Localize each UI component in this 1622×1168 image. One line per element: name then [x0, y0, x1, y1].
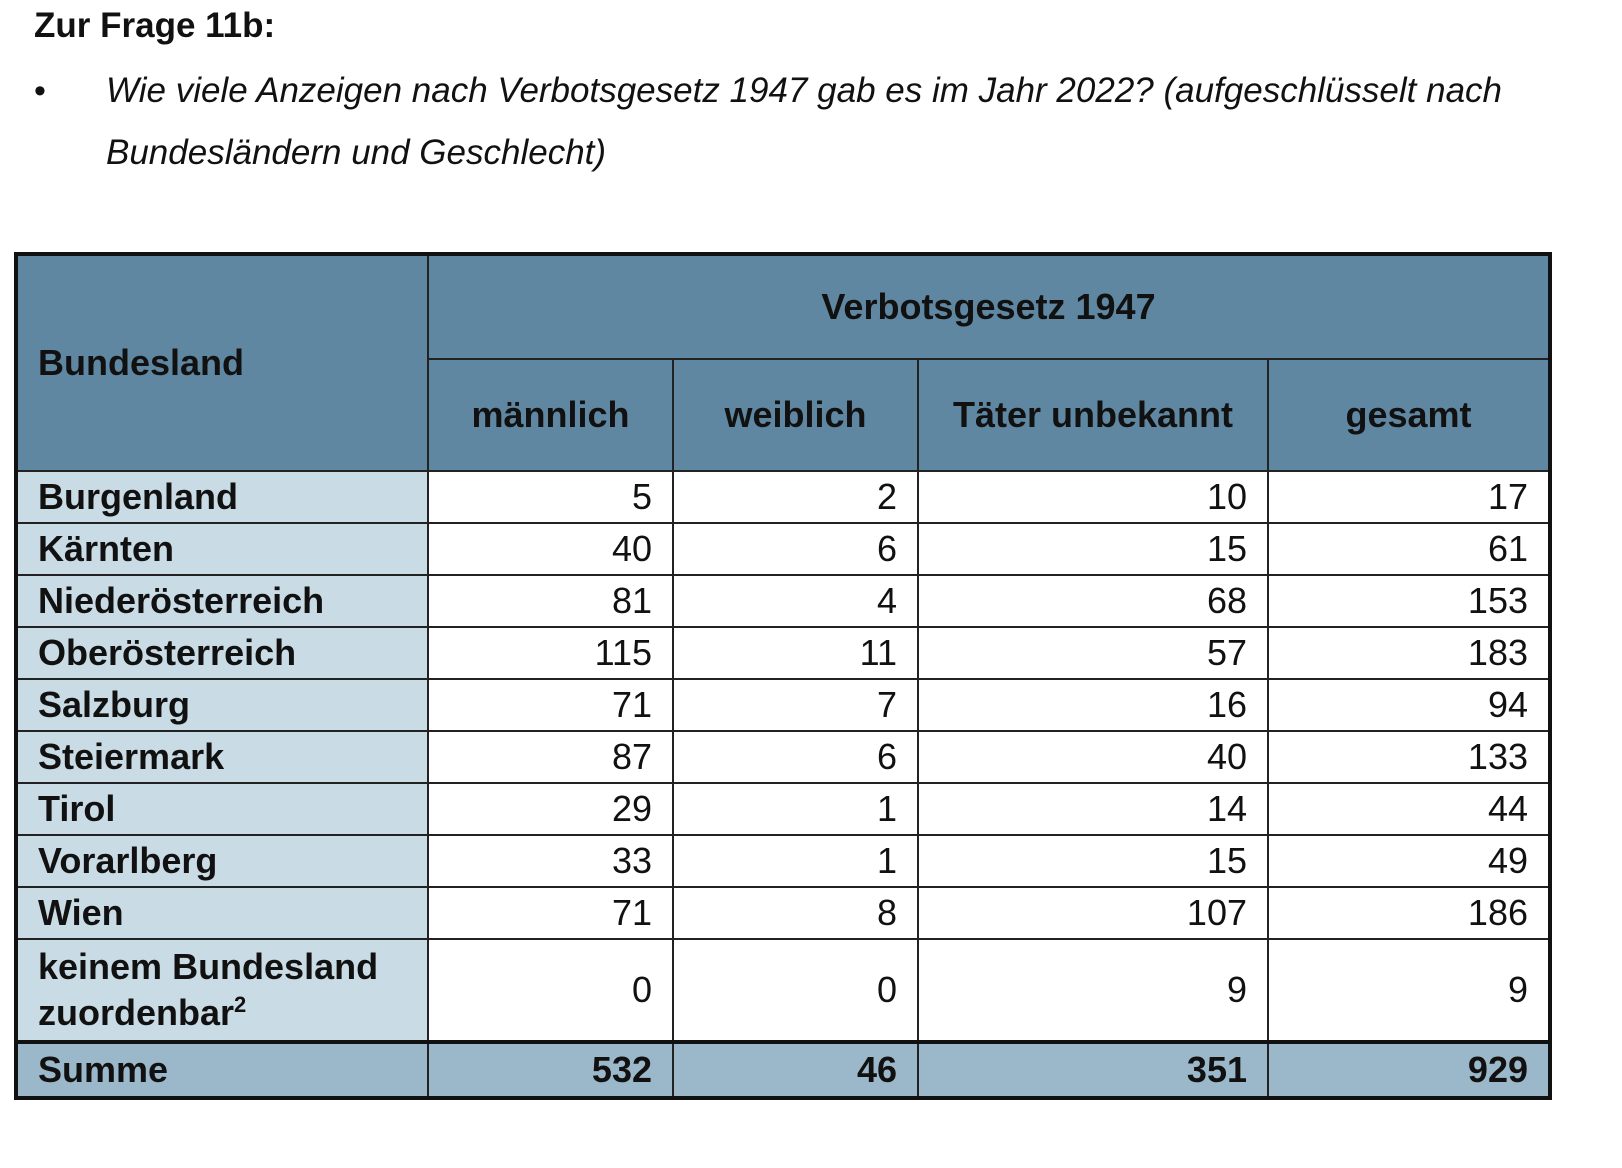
value-weiblich: 7: [672, 678, 919, 732]
sum-label: Summe: [15, 1040, 429, 1099]
value-maennlich: 33: [427, 834, 674, 888]
value-weiblich: 1: [672, 782, 919, 836]
state-cell: Vorarlberg: [15, 834, 429, 888]
state-cell: Kärnten: [15, 522, 429, 576]
value-gesamt: 153: [1267, 574, 1551, 628]
value-maennlich: 40: [427, 522, 674, 576]
value-taeter-unbekannt: 107: [917, 886, 1269, 940]
sum-weiblich: 46: [672, 1040, 919, 1099]
value-weiblich: 8: [672, 886, 919, 940]
value-gesamt: 61: [1267, 522, 1551, 576]
value-gesamt: 186: [1267, 886, 1551, 940]
table-row: Salzburg 71 7 16 94: [15, 678, 1551, 732]
sum-gesamt: 929: [1267, 1040, 1551, 1099]
header-verbotsgesetz: Verbotsgesetz 1947: [427, 253, 1551, 360]
value-taeter-unbekannt: 68: [917, 574, 1269, 628]
value-taeter-unbekannt: 57: [917, 626, 1269, 680]
value-maennlich: 71: [427, 678, 674, 732]
value-gesamt: 94: [1267, 678, 1551, 732]
state-cell: keinem Bundesland zuordenbar2: [15, 938, 429, 1043]
bullet-icon: •: [34, 72, 46, 110]
sum-maennlich: 532: [427, 1040, 674, 1099]
table-row: Steiermark 87 6 40 133: [15, 730, 1551, 784]
table-row: Burgenland 5 2 10 17: [15, 470, 1551, 524]
state-label: keinem Bundesland zuordenbar: [38, 946, 379, 1033]
value-weiblich: 1: [672, 834, 919, 888]
value-weiblich: 0: [672, 938, 919, 1043]
section-heading: Zur Frage 11b:: [34, 6, 276, 45]
value-taeter-unbekannt: 16: [917, 678, 1269, 732]
value-maennlich: 71: [427, 886, 674, 940]
value-maennlich: 115: [427, 626, 674, 680]
state-cell: Tirol: [15, 782, 429, 836]
table-row: Oberösterreich 115 11 57 183: [15, 626, 1551, 680]
value-maennlich: 87: [427, 730, 674, 784]
value-maennlich: 5: [427, 470, 674, 524]
value-gesamt: 44: [1267, 782, 1551, 836]
value-maennlich: 81: [427, 574, 674, 628]
state-cell: Oberösterreich: [15, 626, 429, 680]
table-row: Niederösterreich 81 4 68 153: [15, 574, 1551, 628]
state-cell: Salzburg: [15, 678, 429, 732]
header-bundesland: Bundesland: [15, 253, 429, 472]
state-cell: Steiermark: [15, 730, 429, 784]
value-taeter-unbekannt: 15: [917, 834, 1269, 888]
value-taeter-unbekannt: 14: [917, 782, 1269, 836]
value-weiblich: 6: [672, 730, 919, 784]
value-taeter-unbekannt: 40: [917, 730, 1269, 784]
value-gesamt: 9: [1267, 938, 1551, 1043]
question-text: Wie viele Anzeigen nach Verbotsgesetz 19…: [106, 71, 1503, 172]
value-weiblich: 11: [672, 626, 919, 680]
table-row: Kärnten 40 6 15 61: [15, 522, 1551, 576]
state-cell: Burgenland: [15, 470, 429, 524]
sum-taeter-unbekannt: 351: [917, 1040, 1269, 1099]
value-taeter-unbekannt: 9: [917, 938, 1269, 1043]
header-gesamt: gesamt: [1267, 358, 1551, 472]
value-gesamt: 183: [1267, 626, 1551, 680]
table-row: Vorarlberg 33 1 15 49: [15, 834, 1551, 888]
value-taeter-unbekannt: 10: [917, 470, 1269, 524]
table-row: Tirol 29 1 14 44: [15, 782, 1551, 836]
state-cell: Niederösterreich: [15, 574, 429, 628]
reports-table: Bundesland Verbotsgesetz 1947 männlich w…: [14, 252, 1552, 1100]
value-gesamt: 49: [1267, 834, 1551, 888]
table-row: Wien 71 8 107 186: [15, 886, 1551, 940]
header-weiblich: weiblich: [672, 358, 919, 472]
header-maennlich: männlich: [427, 358, 674, 472]
value-weiblich: 4: [672, 574, 919, 628]
value-gesamt: 17: [1267, 470, 1551, 524]
value-maennlich: 0: [427, 938, 674, 1043]
value-weiblich: 2: [672, 470, 919, 524]
table-row-unassigned: keinem Bundesland zuordenbar2 0 0 9 9: [15, 938, 1551, 1043]
value-weiblich: 6: [672, 522, 919, 576]
footnote-marker: 2: [234, 992, 247, 1017]
value-taeter-unbekannt: 15: [917, 522, 1269, 576]
state-cell: Wien: [15, 886, 429, 940]
table-row-summe: Summe 532 46 351 929: [15, 1040, 1551, 1099]
header-taeter-unbekannt: Täter unbekannt: [917, 358, 1269, 472]
value-maennlich: 29: [427, 782, 674, 836]
value-gesamt: 133: [1267, 730, 1551, 784]
